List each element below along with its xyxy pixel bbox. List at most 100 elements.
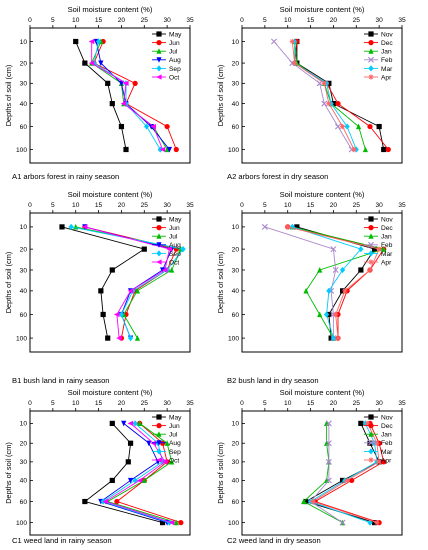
y-axis-title: Depths of soil (cm): [216, 252, 225, 314]
series-line: [291, 41, 355, 150]
x-axis-title: Soil moisture content (%): [68, 190, 153, 199]
y-tick-label: 10: [20, 39, 28, 46]
x-tick-label: 35: [186, 400, 194, 407]
series-line: [296, 41, 385, 150]
data-point: [116, 335, 122, 341]
panel-caption: C1 weed land in rainy season: [12, 536, 112, 545]
legend-label: Apr: [381, 74, 392, 81]
series-line: [84, 226, 177, 339]
panel-b1: Soil moisture content (%) 0 5 10 15 20 25 30 35 1…: [4, 190, 194, 385]
series-line: [99, 423, 168, 524]
data-point: [385, 146, 391, 153]
x-tick-label: 30: [163, 202, 171, 209]
data-point: [325, 458, 332, 465]
x-tick-label: 30: [375, 202, 383, 209]
data-point: [367, 267, 373, 273]
legend-marker: [156, 225, 162, 231]
legend-marker: [368, 31, 374, 37]
panel-b2: Soil moisture content (%) 0 5 10 15 20 25 30 35 1…: [216, 190, 406, 385]
x-tick-label: 0: [28, 400, 32, 407]
series-line: [311, 423, 380, 524]
series-line: [296, 226, 376, 339]
data-point: [73, 38, 79, 45]
legend-label: Feb: [381, 57, 393, 64]
series-line: [302, 423, 343, 523]
plot-frame: [29, 212, 191, 353]
data-point: [376, 246, 382, 252]
series-apr: [289, 38, 357, 153]
legend-label: Apr: [381, 457, 392, 464]
panel-caption: A1 arbors forest in rainy season: [12, 172, 119, 181]
data-point: [98, 288, 104, 294]
data-point: [291, 60, 298, 66]
y-tick-label: 40: [20, 101, 28, 108]
legend-marker: [368, 56, 374, 63]
legend-label: Dec: [381, 423, 393, 430]
legend-marker: [368, 233, 374, 239]
x-tick-label: 15: [307, 202, 315, 209]
series-line: [93, 41, 177, 150]
series-line: [314, 423, 385, 524]
y-axis-title: Depths of soil (cm): [4, 65, 13, 127]
data-point: [146, 440, 152, 447]
series-line: [91, 41, 168, 150]
legend-label: Feb: [381, 242, 393, 249]
x-tick-label: 20: [118, 17, 126, 24]
data-point: [285, 224, 291, 230]
series-line: [287, 226, 380, 339]
plot-frame: [29, 410, 191, 536]
legend-marker: [156, 242, 162, 248]
legend-label: Jul: [169, 432, 178, 439]
data-point: [164, 146, 170, 153]
data-point: [132, 420, 138, 427]
series-dec: [291, 38, 391, 153]
data-point: [317, 266, 323, 273]
data-point: [123, 146, 129, 153]
data-point: [178, 520, 184, 526]
data-point: [339, 519, 346, 526]
series-may: [73, 38, 129, 153]
data-point: [365, 420, 371, 426]
data-point: [88, 38, 95, 45]
series-line: [304, 423, 380, 524]
x-tick-label: 35: [398, 400, 406, 407]
x-tick-label: 25: [141, 400, 149, 407]
legend-label: Jun: [169, 225, 180, 232]
y-tick-label: 40: [20, 288, 28, 295]
data-point: [127, 440, 134, 446]
legend-marker: [156, 31, 162, 37]
series-line: [93, 41, 161, 150]
y-tick-label: 30: [232, 267, 240, 274]
data-point: [173, 146, 179, 153]
legend-marker: [156, 250, 162, 257]
data-point: [371, 246, 378, 252]
x-tick-label: 5: [263, 202, 267, 209]
legend-marker: [156, 233, 162, 239]
data-point: [109, 420, 115, 426]
data-point: [339, 123, 346, 130]
y-axis-title: Depths of soil (cm): [4, 252, 13, 314]
x-tick-label: 35: [398, 202, 406, 209]
data-point: [113, 311, 120, 318]
legend-label: Nov: [381, 31, 393, 38]
legend-marker: [368, 74, 374, 80]
data-point: [59, 224, 65, 230]
data-point: [136, 477, 143, 484]
series-line: [309, 423, 343, 523]
legend-label: Mar: [381, 251, 393, 258]
data-point: [127, 420, 134, 426]
legend-marker: [156, 431, 162, 437]
y-tick-label: 100: [228, 520, 239, 527]
legend-marker: [368, 241, 374, 248]
data-point: [326, 287, 332, 294]
panel-caption: B1 bush land in rainy season: [12, 376, 110, 385]
series-line: [292, 226, 386, 339]
data-point: [303, 498, 309, 505]
data-point: [127, 335, 134, 342]
series-jun: [91, 38, 179, 153]
x-tick-label: 15: [95, 202, 103, 209]
x-tick-label: 5: [51, 17, 55, 24]
data-point: [137, 420, 143, 426]
legend-label: Jun: [169, 40, 180, 47]
